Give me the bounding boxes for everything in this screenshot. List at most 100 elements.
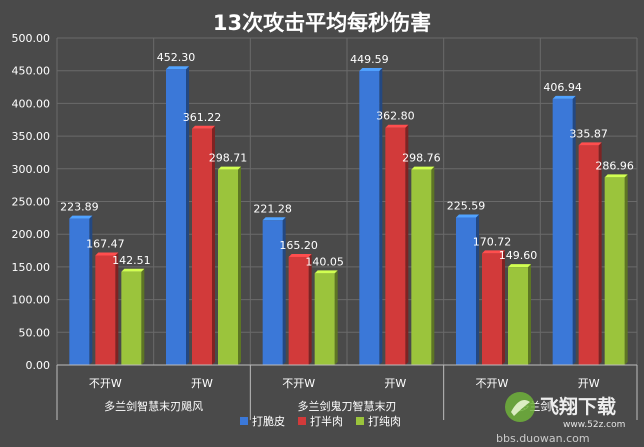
bar-front — [121, 271, 142, 365]
bar-top — [578, 142, 602, 146]
value-label: 335.87 — [569, 127, 608, 140]
bar — [604, 174, 628, 365]
bar-front — [482, 253, 502, 365]
bar-top — [262, 217, 286, 221]
bar-side — [502, 250, 505, 365]
y-tick-label: 400.00 — [12, 97, 51, 110]
y-tick-label: 350.00 — [12, 130, 51, 143]
legend-swatch — [240, 417, 248, 425]
value-label: 140.05 — [305, 255, 344, 268]
bar-side — [528, 264, 531, 365]
value-label: 298.71 — [209, 152, 248, 165]
bar-top — [482, 250, 505, 254]
bar — [578, 142, 602, 365]
bar-top — [69, 215, 93, 219]
value-label: 361.22 — [183, 111, 222, 124]
bar-front — [95, 255, 116, 365]
axis-layer: 0.00 50.00 100.00 150.00 200.00 250.00 300.00 3… — [12, 32, 638, 420]
bar-side — [379, 67, 383, 365]
bar — [262, 217, 286, 365]
bar-top — [385, 124, 409, 128]
bar-top — [456, 214, 479, 218]
y-tick-label: 500.00 — [12, 32, 51, 45]
value-label: 362.80 — [376, 110, 415, 123]
bar — [218, 166, 241, 365]
subcategory-label: 不开W — [89, 377, 122, 390]
bar-front — [508, 267, 528, 365]
bar-front — [385, 127, 406, 366]
value-label: 142.51 — [112, 254, 151, 267]
y-tick-label: 0.00 — [26, 359, 51, 372]
y-tick-label: 200.00 — [12, 228, 51, 241]
value-labels-layer: 223.89 167.47 142.51 452.30 361.22 298.71 221.… — [60, 51, 634, 268]
bar-front — [456, 217, 476, 365]
bar — [69, 215, 93, 365]
bar-top — [166, 66, 189, 70]
value-label: 165.20 — [279, 239, 318, 252]
bar-front — [359, 70, 380, 365]
bar-top — [192, 125, 215, 129]
y-tick-label: 450.00 — [12, 65, 51, 78]
bar-front — [192, 128, 212, 365]
bar-front — [411, 169, 432, 365]
bar-top — [508, 264, 531, 268]
value-label: 167.47 — [86, 237, 125, 250]
y-tick-label: 150.00 — [12, 261, 51, 274]
bar-top — [121, 268, 145, 272]
bar-front — [552, 98, 573, 365]
bar-front — [218, 169, 238, 365]
group-label: 多兰剑智慧末刃飓风 — [104, 399, 203, 413]
bar-front — [262, 220, 283, 365]
y-tick-label: 300.00 — [12, 163, 51, 176]
bar-side — [598, 142, 602, 365]
grid-layer — [56, 37, 638, 366]
bar-side — [89, 215, 93, 365]
bars-layer — [69, 66, 628, 366]
bar-side — [308, 253, 312, 365]
bar — [359, 67, 383, 365]
value-label: 223.89 — [60, 201, 99, 214]
bar — [121, 268, 145, 365]
legend: 打脆皮 打半肉 打纯肉 — [240, 414, 401, 428]
bar — [288, 253, 312, 365]
bar-side — [476, 214, 479, 365]
bar-side — [141, 268, 145, 365]
value-label: 225.59 — [447, 199, 486, 212]
bar-side — [238, 166, 241, 365]
bar — [314, 270, 338, 365]
value-label: 452.30 — [157, 51, 196, 64]
bar — [192, 125, 215, 366]
legend-swatch — [298, 417, 306, 425]
bar-side — [405, 124, 409, 366]
watermark: 飞翔下载 www.52z.com bbs.duowan.com — [496, 392, 625, 445]
bar — [411, 166, 435, 365]
bar-front — [314, 273, 335, 365]
legend-swatch — [356, 417, 364, 425]
bar-side — [282, 217, 286, 365]
bar — [508, 264, 531, 365]
bar-side — [624, 174, 628, 365]
subcategory-label: 开W — [384, 377, 406, 390]
bar-top — [552, 95, 576, 99]
bar-front — [604, 177, 625, 365]
y-tick-label: 50.00 — [19, 326, 51, 339]
bar-side — [186, 66, 189, 365]
bar-side — [572, 95, 576, 365]
watermark-logo-text: 飞翔下载 — [540, 395, 616, 418]
group-label: 多兰剑鬼刀智慧末刃 — [298, 399, 397, 413]
value-label: 406.94 — [543, 81, 582, 94]
legend-item: 打纯肉 — [356, 414, 401, 428]
chart-title: 13次攻击平均每秒伤害 — [213, 11, 431, 35]
y-tick-label: 250.00 — [12, 196, 51, 209]
subcategory-label: 开W — [191, 377, 213, 390]
bar — [456, 214, 479, 365]
bar-top — [411, 166, 435, 170]
watermark-forum: bbs.duowan.com — [496, 432, 590, 445]
bar-top — [314, 270, 338, 274]
y-tick-label: 100.00 — [12, 294, 51, 307]
bar-top — [359, 67, 383, 71]
subcategory-label: 不开W — [476, 377, 509, 390]
bar-front — [578, 145, 599, 365]
value-label: 286.96 — [595, 159, 634, 172]
